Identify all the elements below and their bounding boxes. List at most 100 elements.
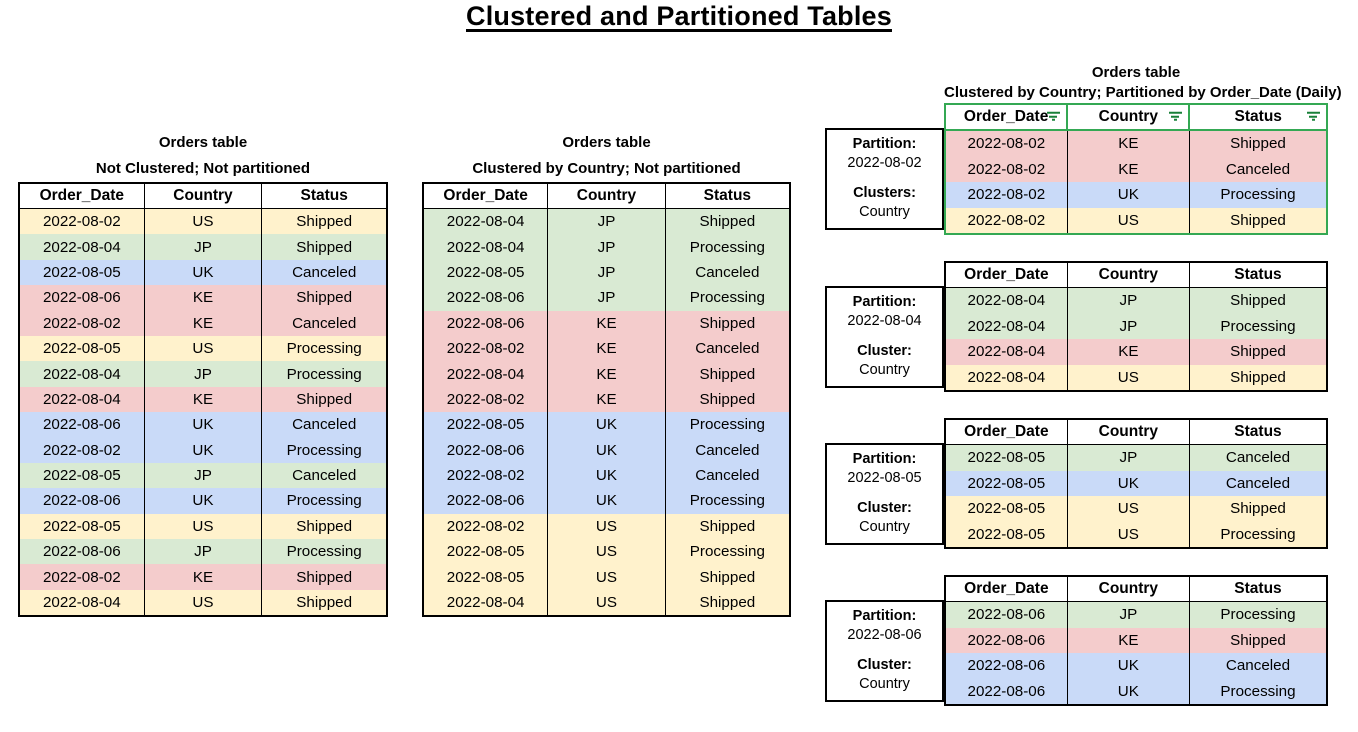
partition-date: 2022-08-02 xyxy=(847,155,922,171)
cell-country: UK xyxy=(1066,470,1190,496)
cell-country: JP xyxy=(547,234,666,260)
cell-status: Canceled xyxy=(664,335,791,362)
cell-status: Shipped xyxy=(664,513,791,540)
cell-country: US xyxy=(547,513,666,540)
table-row: 2022-08-06 UK Canceled xyxy=(18,412,388,438)
table-row: 2022-08-05 US Processing xyxy=(18,335,388,362)
cell-country: JP xyxy=(1066,444,1190,471)
table-row: 2022-08-02 KE Shipped xyxy=(944,130,1328,157)
cell-status: Canceled xyxy=(261,310,388,336)
table-row: 2022-08-04 JP Processing xyxy=(422,234,791,260)
partition-table-2022-08-05: Order_Date Country Status 2022-08-05 JP Cance… xyxy=(944,418,1328,549)
column-header-country: Country xyxy=(143,182,263,209)
cell-status: Processing xyxy=(1188,521,1328,548)
cell-status: Canceled xyxy=(664,462,791,489)
table-row: 2022-08-05 UK Canceled xyxy=(18,259,388,286)
cell-order-date: 2022-08-02 xyxy=(422,335,549,362)
cluster-value: Country xyxy=(859,676,910,692)
cell-country: UK xyxy=(143,412,263,438)
cell-status: Canceled xyxy=(261,259,388,286)
column-header-order-date: Order_Date xyxy=(944,575,1068,602)
column-header-country: Country xyxy=(1066,103,1191,131)
cell-country: JP xyxy=(143,539,263,565)
cell-status: Processing xyxy=(664,412,791,438)
header-row: Order_Date Country Status xyxy=(422,182,791,209)
column-header-order-date: Order_Date xyxy=(422,182,549,209)
cell-country: US xyxy=(143,589,263,617)
table-row: 2022-08-02 US Shipped xyxy=(944,207,1328,234)
cell-order-date: 2022-08-06 xyxy=(18,488,145,514)
partition-list: Partition: 2022-08-02 Clusters: Country Orde… xyxy=(825,103,1328,706)
cell-status: Shipped xyxy=(1188,130,1328,157)
partition-caption: Partition: xyxy=(852,608,917,624)
cell-status: Shipped xyxy=(261,589,388,617)
partition-label: Partition: 2022-08-06 Cluster: Country xyxy=(825,600,944,702)
cell-country: UK xyxy=(143,437,263,463)
table-row: 2022-08-05 JP Canceled xyxy=(422,259,791,286)
table-row: 2022-08-05 UK Canceled xyxy=(944,470,1328,496)
cell-order-date: 2022-08-05 xyxy=(18,513,145,540)
column-header-status: Status xyxy=(1188,575,1328,602)
page-title: Clustered and Partitioned Tables xyxy=(466,1,892,31)
column-header-order-date: Order_Date xyxy=(944,418,1068,445)
cell-order-date: 2022-08-04 xyxy=(944,287,1068,314)
cell-status: Processing xyxy=(1188,182,1328,208)
cell-order-date: 2022-08-05 xyxy=(18,335,145,362)
partition-caption: Partition: xyxy=(852,136,917,152)
cell-status: Shipped xyxy=(261,285,388,311)
cell-status: Shipped xyxy=(261,564,388,590)
table-row: 2022-08-02 KE Canceled xyxy=(422,335,791,362)
panel-clustered: Orders table Clustered by Country; Not p… xyxy=(422,130,791,618)
cell-country: JP xyxy=(547,208,666,235)
cell-order-date: 2022-08-02 xyxy=(18,310,145,336)
cell-country: KE xyxy=(547,386,666,413)
table-row: 2022-08-05 JP Canceled xyxy=(18,462,388,489)
cluster-value: Country xyxy=(859,362,910,378)
cell-order-date: 2022-08-05 xyxy=(422,539,549,565)
cell-status: Canceled xyxy=(1188,156,1328,182)
cell-order-date: 2022-08-02 xyxy=(422,386,549,413)
cell-order-date: 2022-08-04 xyxy=(422,589,549,617)
cell-country: KE xyxy=(1066,339,1190,365)
cluster-caption: Cluster: xyxy=(857,343,912,359)
column-header-order-date: Order_Date xyxy=(18,182,145,209)
table-row: 2022-08-06 JP Processing xyxy=(422,285,791,311)
cell-status: Shipped xyxy=(1188,364,1328,391)
partition-caption: Partition: xyxy=(852,451,917,467)
column-header-label: Order_Date xyxy=(964,266,1049,283)
cell-country: US xyxy=(143,208,263,235)
middle-table-subtitle: Clustered by Country; Not partitioned xyxy=(472,160,741,177)
cell-order-date: 2022-08-06 xyxy=(18,539,145,565)
cell-status: Processing xyxy=(664,488,791,514)
table-row: 2022-08-06 UK Processing xyxy=(944,678,1328,705)
table-row: 2022-08-02 UK Processing xyxy=(18,437,388,463)
cell-order-date: 2022-08-04 xyxy=(18,386,145,413)
table-row: 2022-08-02 UK Processing xyxy=(944,182,1328,208)
table-row: 2022-08-06 UK Canceled xyxy=(944,653,1328,679)
cell-country: KE xyxy=(143,310,263,336)
cell-order-date: 2022-08-05 xyxy=(18,259,145,286)
cell-country: KE xyxy=(1066,627,1190,653)
table-row: 2022-08-06 JP Processing xyxy=(944,601,1328,628)
cell-status: Processing xyxy=(664,285,791,311)
cell-country: US xyxy=(143,335,263,362)
middle-table-title: Orders table xyxy=(562,134,651,151)
cell-order-date: 2022-08-06 xyxy=(18,285,145,311)
cell-status: Shipped xyxy=(261,513,388,540)
right-table-subtitle: Clustered by Country; Partitioned by Ord… xyxy=(944,84,1342,101)
cell-country: UK xyxy=(547,437,666,463)
partition-table-2022-08-06: Order_Date Country Status 2022-08-06 JP Proce… xyxy=(944,575,1328,706)
cell-order-date: 2022-08-05 xyxy=(944,496,1068,522)
cell-status: Processing xyxy=(664,234,791,260)
table-row: 2022-08-05 US Shipped xyxy=(18,513,388,540)
column-header-country: Country xyxy=(1066,575,1190,602)
cell-country: KE xyxy=(143,386,263,413)
cell-order-date: 2022-08-04 xyxy=(422,234,549,260)
cell-status: Shipped xyxy=(664,208,791,235)
cell-status: Processing xyxy=(261,539,388,565)
cell-order-date: 2022-08-06 xyxy=(18,412,145,438)
partition-group-2022-08-06: Partition: 2022-08-06 Cluster: Country Order… xyxy=(825,575,1328,706)
column-header-status: Status xyxy=(261,182,388,209)
cell-order-date: 2022-08-04 xyxy=(944,339,1068,365)
table-row: 2022-08-02 KE Canceled xyxy=(944,156,1328,182)
